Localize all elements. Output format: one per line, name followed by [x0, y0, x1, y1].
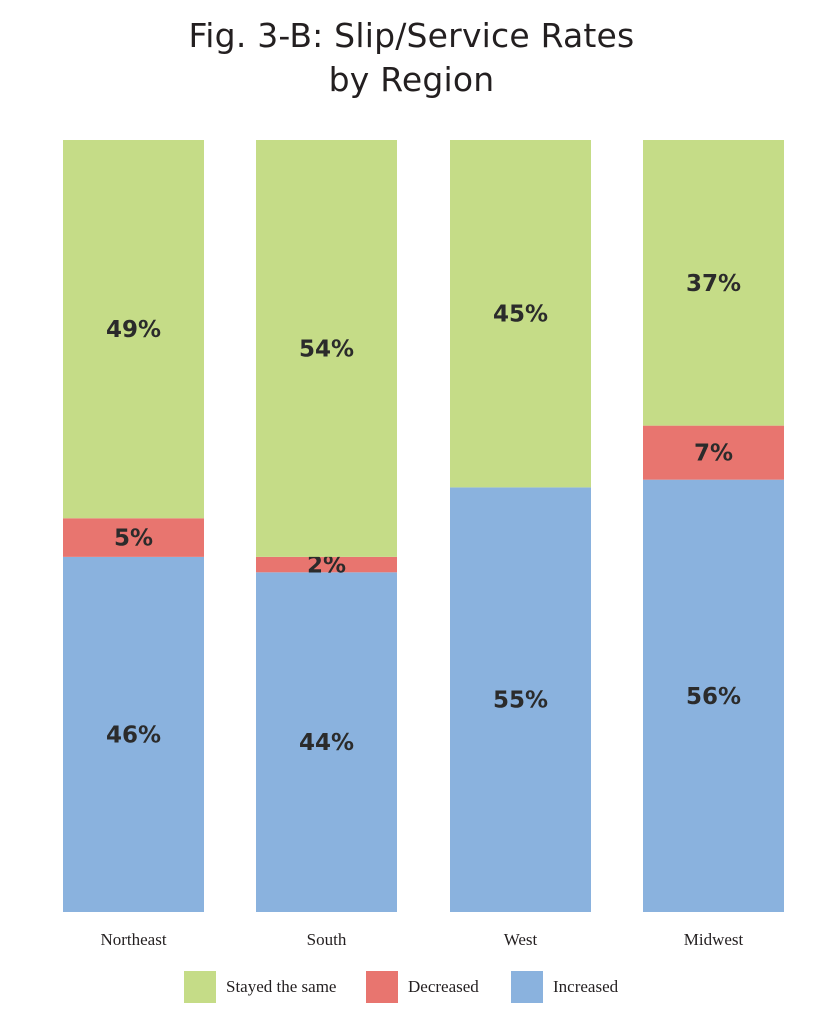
category-label-midwest: Midwest [684, 930, 744, 949]
legend-item-increased: Increased [511, 970, 618, 1004]
value-label-northeast-stayed-the-same: 49% [106, 317, 161, 343]
value-label-northeast-decreased: 5% [114, 526, 153, 552]
bar-midwest-stayed-the-same [643, 140, 784, 426]
legend-label-increased: Increased [553, 977, 619, 996]
value-label-midwest-increased: 56% [686, 684, 741, 710]
category-label-south: South [307, 930, 347, 949]
chart-title-line-1: Fig. 3-B: Slip/Service Rates [188, 16, 635, 55]
chart-title: Fig. 3-B: Slip/Service Rates by Region [0, 14, 823, 102]
legend-label-stayed: Stayed the same [226, 977, 337, 996]
bar-south-decreased [256, 556, 397, 573]
category-label-west: West [504, 930, 538, 949]
chart-legend: Stayed the same Decreased Increased [0, 970, 823, 1004]
value-label-south-increased: 44% [299, 730, 354, 756]
chart-title-line-2: by Region [328, 60, 495, 99]
bar-midwest-decreased [643, 425, 784, 480]
value-label-south-decreased: 2% [307, 553, 346, 579]
value-label-west-increased: 55% [493, 688, 548, 714]
bar-west-increased [450, 487, 591, 912]
bar-south-increased [256, 572, 397, 912]
value-label-midwest-decreased: 7% [694, 441, 733, 467]
legend-item-stayed: Stayed the same [184, 970, 336, 1004]
bar-west-stayed-the-same [450, 140, 591, 488]
bar-northeast-decreased [63, 518, 204, 557]
value-label-northeast-increased: 46% [106, 722, 161, 748]
category-label-northeast: Northeast [100, 930, 166, 949]
stacked-bar-chart: 46% 5% 49% Northeast 44% 2% 54% South 55% 45% West… [63, 140, 784, 949]
bar-south-stayed-the-same [256, 140, 397, 557]
legend-swatch-stayed [184, 971, 216, 1003]
legend-label-decreased: Decreased [408, 977, 479, 996]
legend-swatch-decreased [366, 971, 398, 1003]
bar-midwest-increased [643, 479, 784, 912]
value-label-west-stayed-the-same: 45% [493, 302, 548, 328]
bar-northeast-stayed-the-same [63, 140, 204, 519]
legend-swatch-increased [511, 971, 543, 1003]
value-label-south-stayed-the-same: 54% [299, 336, 354, 362]
value-label-midwest-stayed-the-same: 37% [686, 271, 741, 297]
legend-item-decreased: Decreased [366, 970, 479, 1004]
bar-northeast-increased [63, 556, 204, 912]
